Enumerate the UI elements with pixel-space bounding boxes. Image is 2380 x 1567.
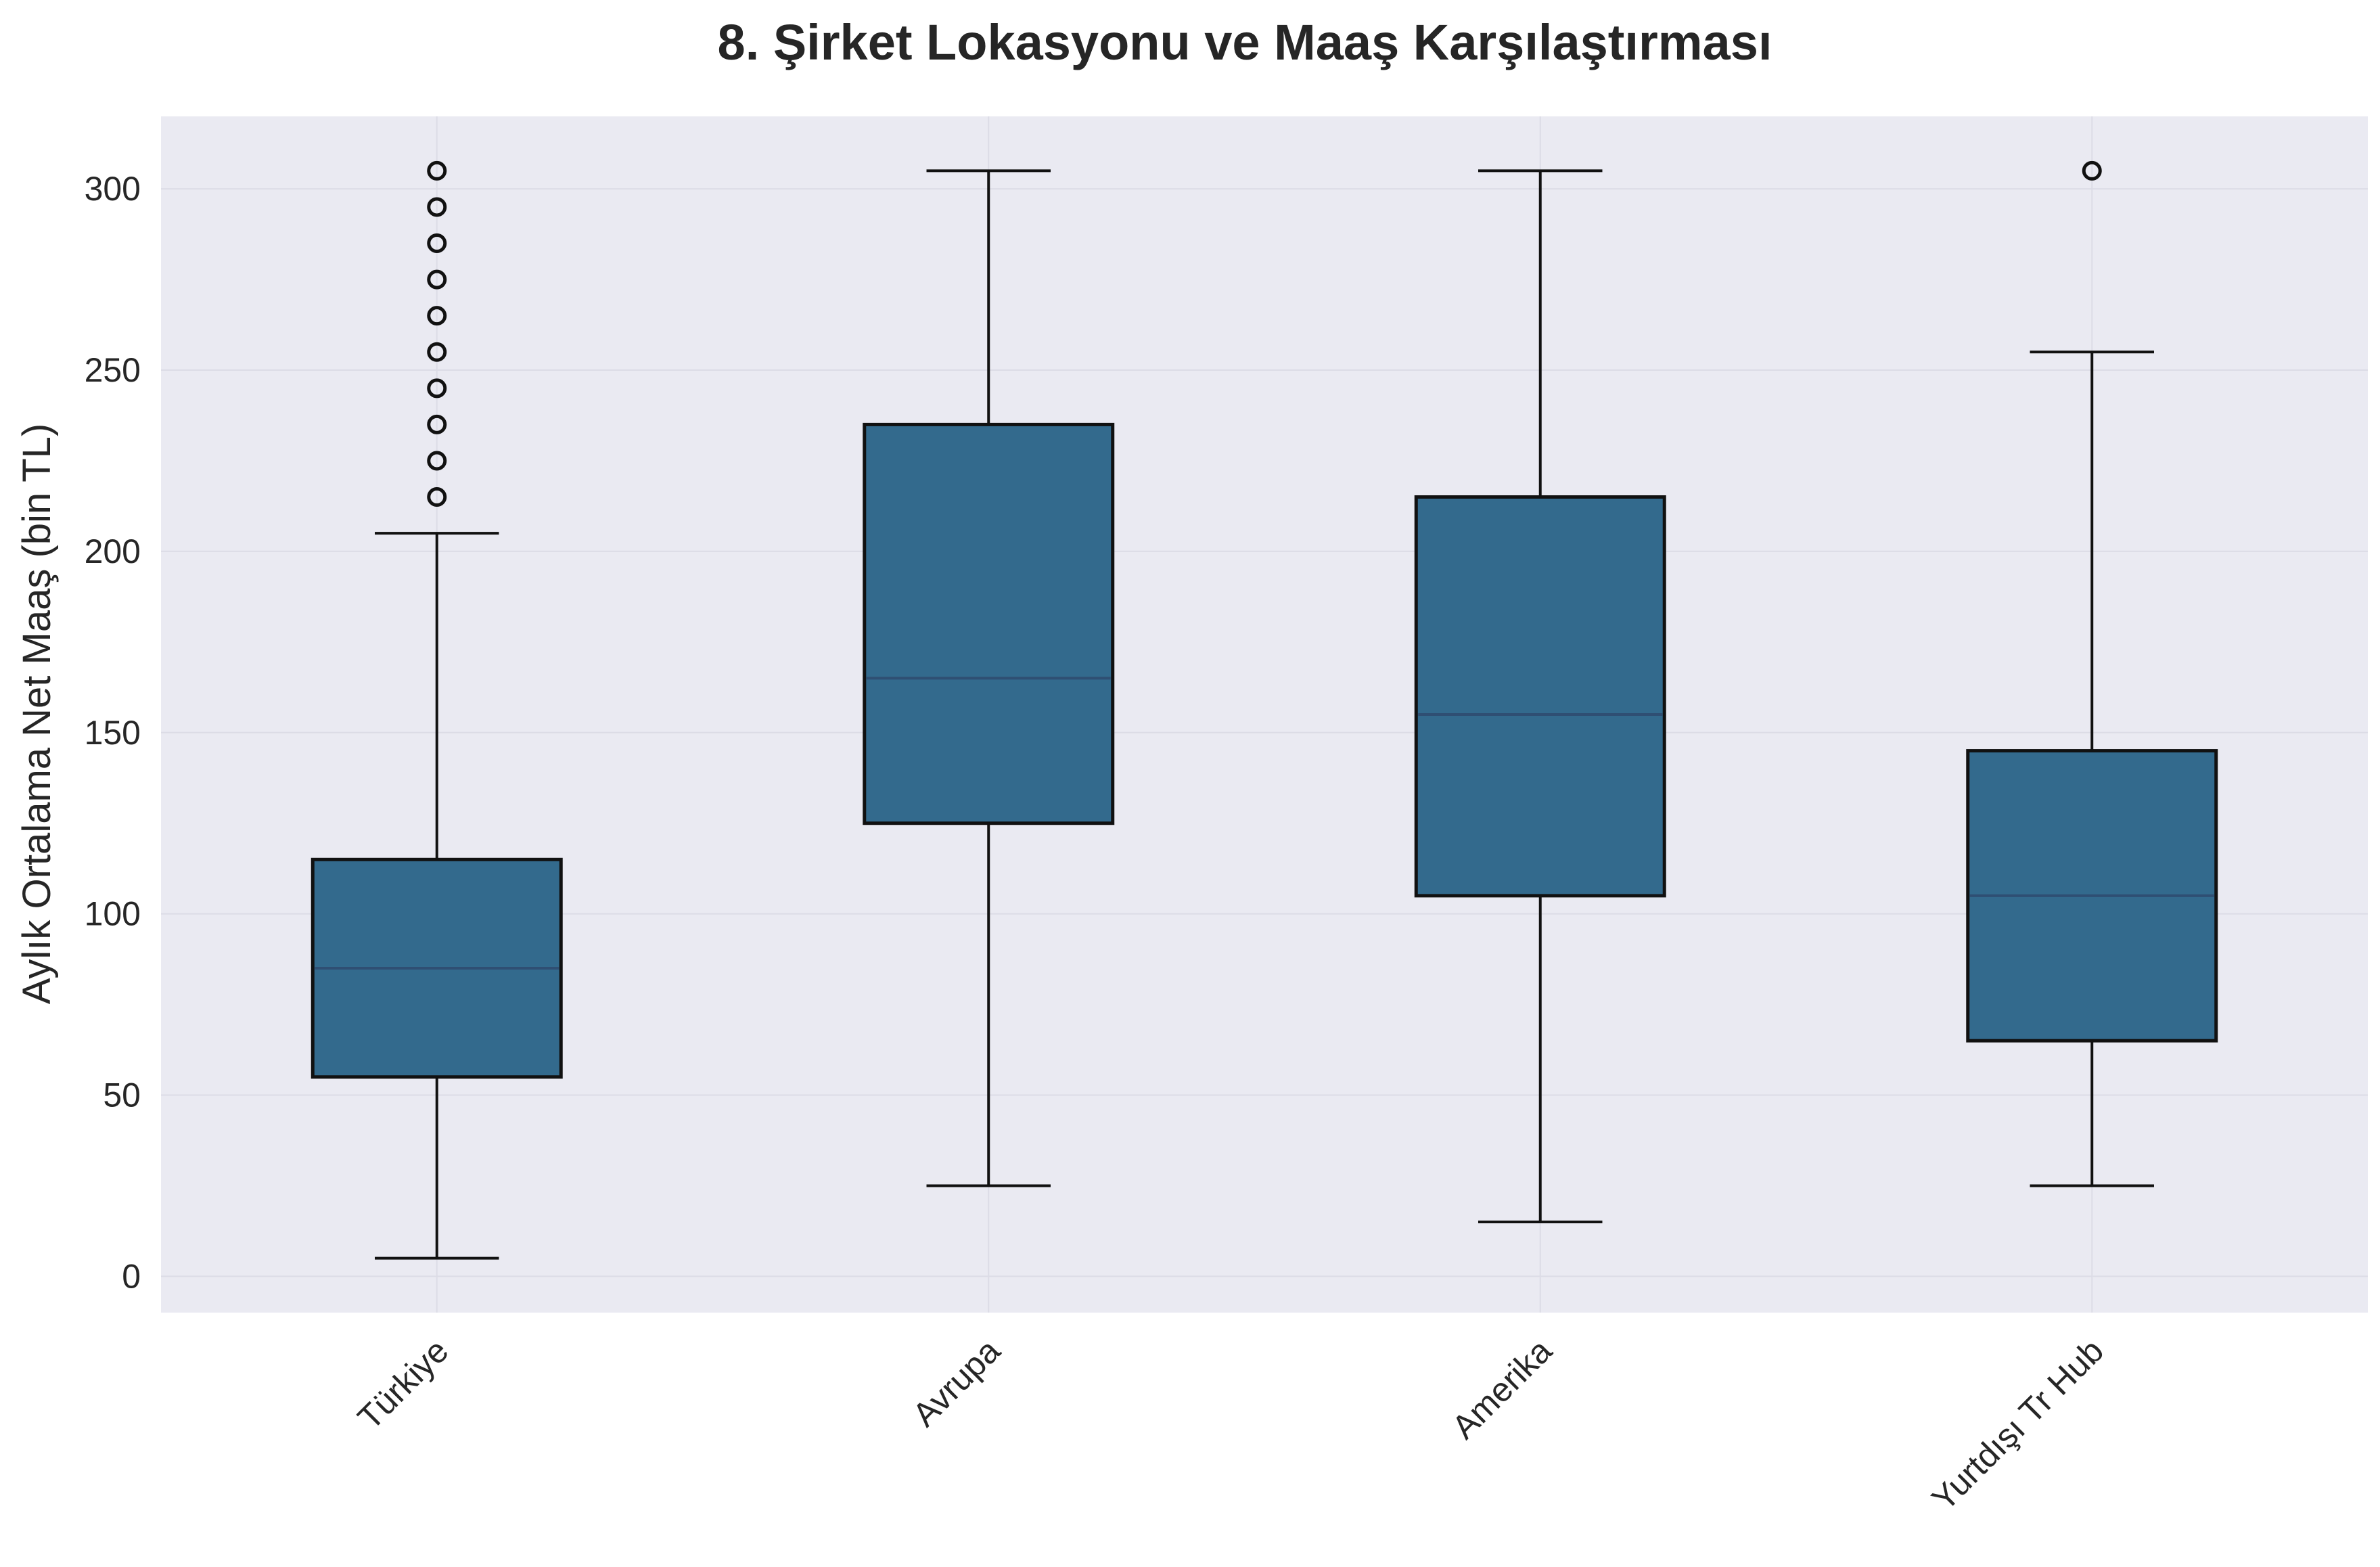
x-tick-label-2: Amerika [1444, 1332, 1559, 1446]
y-tick-label-50: 50 [103, 1076, 141, 1114]
outlier-point [427, 342, 447, 362]
y-tick-label-300: 300 [85, 170, 141, 208]
outlier-point [427, 269, 447, 290]
y-tick-label-150: 150 [85, 714, 141, 752]
outlier-point [2082, 160, 2102, 181]
y-tick-label-250: 250 [85, 351, 141, 389]
plot-area [161, 116, 2368, 1313]
box-3 [1966, 160, 2218, 1187]
y-tick-label-200: 200 [85, 532, 141, 570]
outlier-point [427, 378, 447, 399]
outlier-point [427, 414, 447, 434]
box-0 [311, 160, 563, 1260]
outlier-point [427, 233, 447, 254]
y-axis-ticks: 0 50 100 150 200 250 300 [85, 170, 141, 1295]
box-body [1414, 495, 1666, 898]
y-tick-label-0: 0 [122, 1257, 141, 1295]
outlier-point [427, 160, 447, 181]
x-axis-ticks: Türkiye Avrupa Amerika Yurtdışı Tr Hub [350, 1332, 2111, 1518]
x-tick-label-0: Türkiye [350, 1332, 456, 1437]
box-body [863, 422, 1115, 825]
outlier-point [427, 451, 447, 471]
boxes-layer [311, 160, 2218, 1260]
box-1 [863, 169, 1115, 1187]
outlier-point [427, 487, 447, 507]
x-tick-label-3: Yurtdışı Tr Hub [1925, 1332, 2111, 1518]
y-tick-label-100: 100 [85, 895, 141, 933]
chart-title: 8. Şirket Lokasyonu ve Maaş Karşılaştırm… [718, 14, 1772, 70]
outlier-point [427, 306, 447, 326]
outlier-point [427, 197, 447, 217]
box-2 [1414, 169, 1666, 1224]
y-axis-label: Aylık Ortalama Net Maaş (bin TL) [15, 424, 59, 1004]
x-tick-label-1: Avrupa [905, 1332, 1007, 1434]
